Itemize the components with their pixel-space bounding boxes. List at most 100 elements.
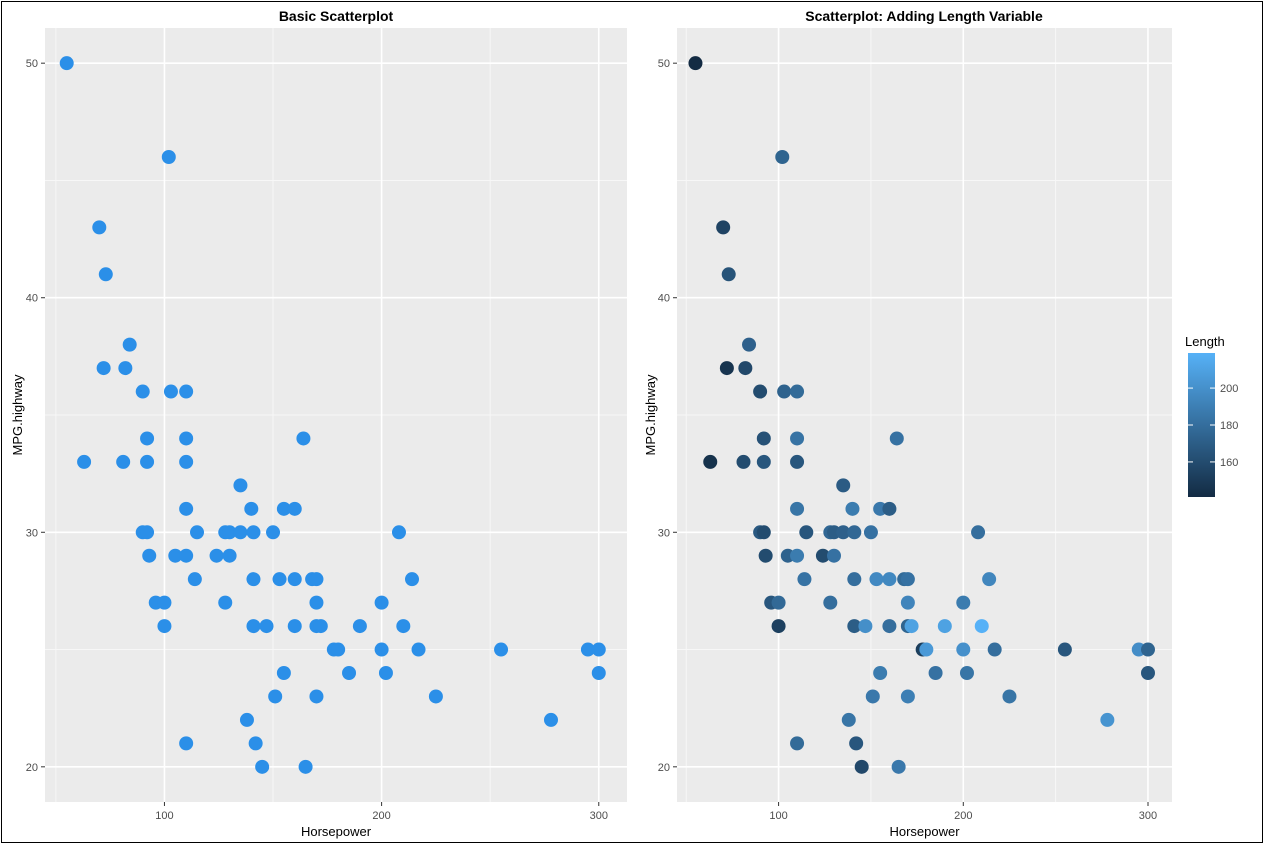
data-point xyxy=(591,666,606,680)
data-point xyxy=(736,454,751,469)
data-point xyxy=(891,759,906,774)
data-point xyxy=(157,619,172,634)
data-point xyxy=(140,431,155,446)
data-point xyxy=(298,759,313,774)
x-tick-label: 300 xyxy=(590,810,608,822)
chart-title: Basic Scatterplot xyxy=(279,8,394,24)
data-point xyxy=(869,572,884,587)
data-point xyxy=(543,712,558,727)
data-point xyxy=(889,431,904,446)
data-point xyxy=(140,454,155,469)
data-point xyxy=(118,361,133,376)
data-point xyxy=(187,572,202,587)
data-point xyxy=(140,525,155,540)
x-axis-title: Horsepower xyxy=(301,824,372,839)
data-point xyxy=(1002,689,1017,704)
data-point xyxy=(771,595,786,610)
data-point xyxy=(790,736,805,751)
data-point xyxy=(956,595,971,610)
data-point xyxy=(823,595,838,610)
y-tick-label: 50 xyxy=(658,58,670,70)
x-tick-label: 100 xyxy=(155,810,173,822)
data-point xyxy=(313,619,328,634)
data-point xyxy=(758,548,773,563)
x-tick-label: 200 xyxy=(954,810,972,822)
data-point xyxy=(179,384,194,399)
data-point xyxy=(287,572,302,587)
points-layer xyxy=(688,56,1155,774)
data-point xyxy=(756,525,771,540)
data-point xyxy=(900,689,915,704)
data-point xyxy=(179,736,194,751)
data-point xyxy=(719,361,734,376)
data-point xyxy=(209,548,224,563)
data-point xyxy=(790,384,805,399)
data-point xyxy=(790,501,805,516)
data-point xyxy=(309,572,324,587)
data-point xyxy=(287,619,302,634)
data-point xyxy=(98,267,113,282)
data-point xyxy=(836,478,851,493)
data-point xyxy=(1057,642,1072,657)
data-point xyxy=(882,572,897,587)
data-point xyxy=(845,501,860,516)
data-point xyxy=(77,454,92,469)
legend-tick-label: 200 xyxy=(1220,383,1238,395)
chart-panel-2: 100 200 300 20 30 40 50 Scatterplot: Adding Len… xyxy=(643,8,1238,839)
data-point xyxy=(882,501,897,516)
data-point xyxy=(268,689,283,704)
data-point xyxy=(873,666,888,680)
data-point xyxy=(309,595,324,610)
y-tick-label: 50 xyxy=(26,58,38,70)
data-point xyxy=(1100,712,1115,727)
y-tick-label: 40 xyxy=(658,293,670,305)
data-point xyxy=(847,525,862,540)
data-point xyxy=(116,454,131,469)
data-point xyxy=(272,572,287,587)
data-point xyxy=(222,548,237,563)
data-point xyxy=(179,501,194,516)
data-point xyxy=(276,501,291,516)
data-point xyxy=(396,619,411,634)
data-point xyxy=(858,619,873,634)
y-axis-title: MPG.highway xyxy=(643,374,658,455)
data-point xyxy=(854,759,869,774)
data-point xyxy=(847,619,862,634)
x-tick-label: 300 xyxy=(1139,810,1157,822)
y-tick-label: 20 xyxy=(658,762,670,774)
data-point xyxy=(865,689,880,704)
y-tick-label: 20 xyxy=(26,762,38,774)
data-point xyxy=(259,619,274,634)
data-point xyxy=(863,525,878,540)
data-point xyxy=(703,454,718,469)
data-point xyxy=(919,642,934,657)
data-point xyxy=(331,642,346,657)
data-point xyxy=(190,525,205,540)
y-axis-title: MPG.highway xyxy=(10,374,25,455)
legend-title: Length xyxy=(1185,334,1225,349)
data-point xyxy=(179,454,194,469)
data-point xyxy=(591,642,606,657)
data-point xyxy=(841,712,856,727)
data-point xyxy=(753,384,768,399)
data-point xyxy=(847,572,862,587)
chart-title: Scatterplot: Adding Length Variable xyxy=(805,8,1043,24)
data-point xyxy=(1140,642,1155,657)
data-point xyxy=(959,666,974,680)
data-point xyxy=(378,666,393,680)
data-point xyxy=(982,572,997,587)
data-point xyxy=(142,548,157,563)
data-point xyxy=(411,642,426,657)
data-point xyxy=(790,454,805,469)
data-point xyxy=(179,431,194,446)
points-layer xyxy=(59,56,606,774)
data-point xyxy=(799,525,814,540)
y-tick-label: 30 xyxy=(658,527,670,539)
data-point xyxy=(244,501,259,516)
x-tick-label: 100 xyxy=(769,810,787,822)
y-tick-label: 30 xyxy=(26,527,38,539)
data-point xyxy=(374,642,389,657)
data-point xyxy=(405,572,420,587)
data-point xyxy=(246,619,261,634)
